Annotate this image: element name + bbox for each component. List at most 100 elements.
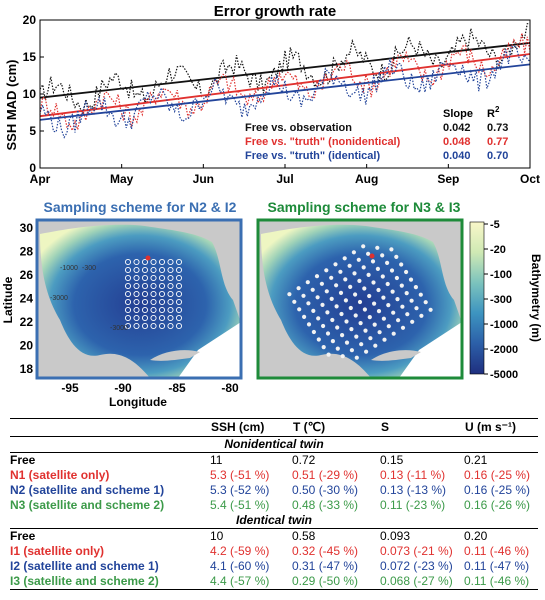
sample-point (377, 330, 382, 335)
sample-point (296, 286, 301, 291)
table-subheader: Nonidentical twin (224, 437, 324, 451)
sample-point (334, 304, 339, 309)
sample-point (315, 295, 320, 300)
sample-point (167, 314, 174, 322)
table-cell-u: 0.11 (-46 %) (464, 574, 530, 588)
sample-point (167, 258, 174, 266)
x-tick-label: Jul (276, 172, 293, 186)
table-row: Free 10 0.58 0.093 0.20 (10, 529, 538, 545)
sample-point (356, 257, 361, 262)
sample-point (124, 322, 132, 330)
sample-point (321, 323, 326, 329)
right-map-frame (256, 218, 464, 380)
legend-slope: 0.042 (443, 122, 471, 134)
sample-point (319, 281, 324, 286)
sample-point (311, 308, 316, 313)
sample-point (404, 269, 409, 275)
table-cell-t: 0.50 (-30 %) (292, 483, 359, 497)
sample-point (167, 322, 174, 330)
sample-point (167, 306, 174, 314)
sample-point (175, 274, 183, 282)
table-cell-ssh: 5.3 (-51 %) (210, 468, 270, 482)
sample-point (175, 290, 183, 298)
sample-point (167, 266, 174, 274)
sample-point (141, 314, 149, 322)
sample-point (394, 275, 399, 281)
sample-point (141, 266, 149, 274)
lon-tick-label: -80 (221, 381, 239, 395)
y-tick-label: 15 (23, 50, 37, 64)
sample-point (329, 275, 334, 280)
table-row: N3 (satellite and scheme 2) 5.4 (-51 %) 0.… (10, 498, 538, 513)
sample-point (141, 258, 149, 266)
sample-point (167, 298, 174, 306)
left-map-frame (35, 218, 243, 380)
sample-point (150, 314, 157, 322)
sample-point (385, 281, 390, 287)
sample-point (347, 263, 352, 268)
table-cell-t: 0.31 (-47 %) (292, 559, 359, 573)
sample-point (306, 301, 311, 306)
sample-point (330, 339, 335, 344)
sample-point (124, 290, 132, 298)
x-tick-label: Sep (437, 172, 459, 186)
sample-point (366, 272, 371, 277)
sample-point (400, 304, 405, 309)
sample-point (382, 337, 387, 342)
x-axis-ticks: Apr May Jun Jul Aug Sep Oct (30, 164, 540, 186)
table-cell-label: Free (10, 453, 36, 467)
sample-point (141, 322, 149, 330)
left-map: -1000 -300 -3000 -3000 (35, 218, 243, 380)
sample-point (141, 282, 149, 290)
sample-point (381, 316, 386, 321)
sample-point (339, 311, 344, 317)
table-cell-s: 0.13 (-13 %) (380, 483, 447, 497)
sample-point (150, 258, 157, 266)
sample-point (167, 290, 174, 298)
colorbar-tick-label: -100 (490, 269, 512, 281)
sample-point (409, 298, 414, 303)
sample-point (133, 290, 140, 298)
table-cell-ssh: 5.4 (-51 %) (210, 498, 270, 512)
sample-point (389, 268, 395, 273)
table-cell-ssh: 4.4 (-57 %) (210, 574, 270, 588)
colorbar-tick-label: -2000 (490, 344, 518, 356)
contour-label: -3000 (50, 295, 68, 302)
latitude-ticks: 30 28 26 24 22 20 18 (20, 221, 34, 376)
x-tick-label: Aug (355, 172, 378, 186)
sample-point (175, 266, 183, 274)
sample-point (124, 258, 132, 266)
sample-point (333, 262, 338, 267)
sample-point (405, 312, 410, 317)
sample-point (349, 327, 354, 332)
sample-point (362, 307, 367, 312)
legend-r2: 0.70 (487, 150, 508, 162)
sample-point (133, 298, 140, 306)
colorbar: -5 -20 -100 -300 -1000 -2000 -5000 Bathymetry … (469, 219, 543, 381)
table-cell-s: 0.073 (-21 %) (380, 544, 453, 558)
table-cell-s: 0.093 (380, 529, 411, 543)
sample-point (150, 282, 157, 290)
lon-tick-label: -95 (61, 381, 79, 395)
sample-point (158, 314, 166, 322)
sample-point (340, 354, 345, 359)
lat-tick-label: 20 (20, 339, 34, 353)
legend-slope: 0.048 (443, 136, 471, 148)
trend-line (39, 53, 531, 118)
sample-point (167, 274, 174, 282)
sample-point (351, 250, 356, 255)
sample-point (175, 282, 183, 290)
sample-point (364, 349, 369, 354)
sample-point (158, 282, 166, 290)
results-table: SSH (cm) T (℃) S U (m s⁻¹) Nonidentical … (10, 418, 538, 590)
sample-point (380, 274, 385, 279)
map-x-label: Longitude (109, 395, 167, 409)
sample-point (423, 300, 428, 305)
sample-point (404, 291, 409, 296)
sample-point (400, 325, 406, 330)
sample-point (373, 343, 378, 348)
sample-point (150, 322, 157, 330)
sample-point (354, 334, 359, 339)
lat-tick-label: 24 (20, 292, 34, 306)
sample-point (361, 265, 366, 270)
